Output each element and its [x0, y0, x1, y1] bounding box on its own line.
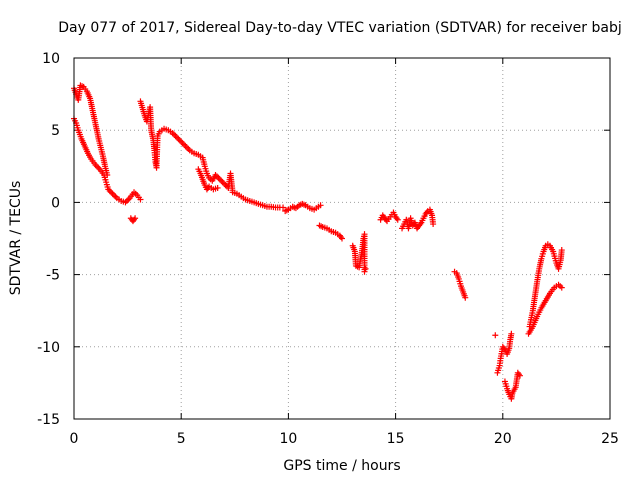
data-point — [111, 192, 118, 199]
x-tick-label: 20 — [494, 431, 512, 447]
data-point — [218, 177, 225, 184]
data-point — [137, 196, 144, 203]
data-point — [394, 216, 401, 223]
data-point — [93, 163, 100, 170]
x-tick-label: 10 — [279, 431, 297, 447]
data-point — [215, 174, 222, 181]
data-point — [214, 184, 221, 191]
data-point — [361, 268, 368, 275]
plot-frame — [73, 57, 611, 420]
data-point — [109, 190, 116, 197]
x-tick-label: 15 — [387, 431, 405, 447]
y-tick-label: -10 — [37, 340, 60, 356]
y-tick-label: -15 — [37, 412, 60, 428]
data-point — [362, 265, 369, 272]
series-arc-16 — [526, 241, 565, 330]
series-arc-1 — [71, 115, 144, 206]
series-arc-4 — [137, 98, 287, 211]
data-points — [71, 82, 565, 402]
series-arc-11 — [451, 268, 469, 301]
data-point — [492, 332, 499, 339]
series-arc-6 — [282, 200, 324, 215]
series-arc-8 — [349, 231, 369, 275]
series-arc-2 — [71, 82, 111, 178]
y-tick-labels: 10 5 0 -5 -10 -15 — [37, 51, 60, 428]
data-point — [516, 372, 523, 379]
series-arc-9 — [377, 209, 401, 225]
x-tick-labels: 0 5 10 15 20 25 — [70, 431, 619, 447]
series-arc-10 — [399, 206, 437, 232]
series-arc-15 — [525, 281, 565, 337]
data-point — [222, 182, 229, 189]
data-point — [181, 141, 188, 148]
series-arc-14 — [501, 369, 523, 402]
y-tick-label: 5 — [51, 123, 60, 139]
data-point — [179, 140, 186, 147]
series-arc-13 — [494, 330, 515, 376]
data-point — [337, 234, 344, 241]
data-point — [175, 135, 182, 142]
data-point — [183, 144, 190, 151]
data-point — [430, 221, 437, 228]
series-arc-5 — [195, 166, 221, 193]
y-tick-label: 0 — [51, 195, 60, 211]
data-point — [317, 202, 324, 209]
data-point — [172, 132, 179, 139]
data-point — [104, 171, 111, 178]
y-axis-label: SDTVAR / TECUs — [8, 181, 24, 296]
series-arc-12 — [492, 332, 499, 339]
grid — [74, 58, 610, 419]
data-point — [508, 330, 515, 337]
series-arc-7 — [316, 222, 345, 242]
y-tick-label: 10 — [42, 51, 60, 67]
data-point — [95, 164, 102, 171]
data-point — [185, 145, 192, 152]
series-arc-3 — [127, 215, 139, 225]
data-point — [182, 143, 189, 150]
data-point — [216, 176, 223, 183]
data-point — [339, 235, 345, 242]
data-point — [108, 189, 115, 196]
data-point — [558, 247, 565, 254]
data-point — [178, 138, 185, 145]
data-point — [173, 134, 180, 141]
data-point — [132, 215, 139, 222]
data-point — [112, 193, 119, 200]
data-point — [558, 284, 565, 291]
y-tick-label: -5 — [46, 268, 60, 284]
x-axis-label: GPS time / hours — [283, 458, 400, 474]
data-point — [280, 204, 287, 211]
data-point — [123, 197, 130, 204]
data-point — [462, 294, 469, 301]
chart-title: Day 077 of 2017, Sidereal Day-to-day VTE… — [58, 20, 621, 36]
x-tick-label: 5 — [177, 431, 186, 447]
x-tick-label: 0 — [70, 431, 79, 447]
x-tick-label: 25 — [601, 431, 619, 447]
data-point — [176, 137, 183, 144]
data-point — [219, 179, 226, 186]
data-point — [171, 131, 178, 138]
